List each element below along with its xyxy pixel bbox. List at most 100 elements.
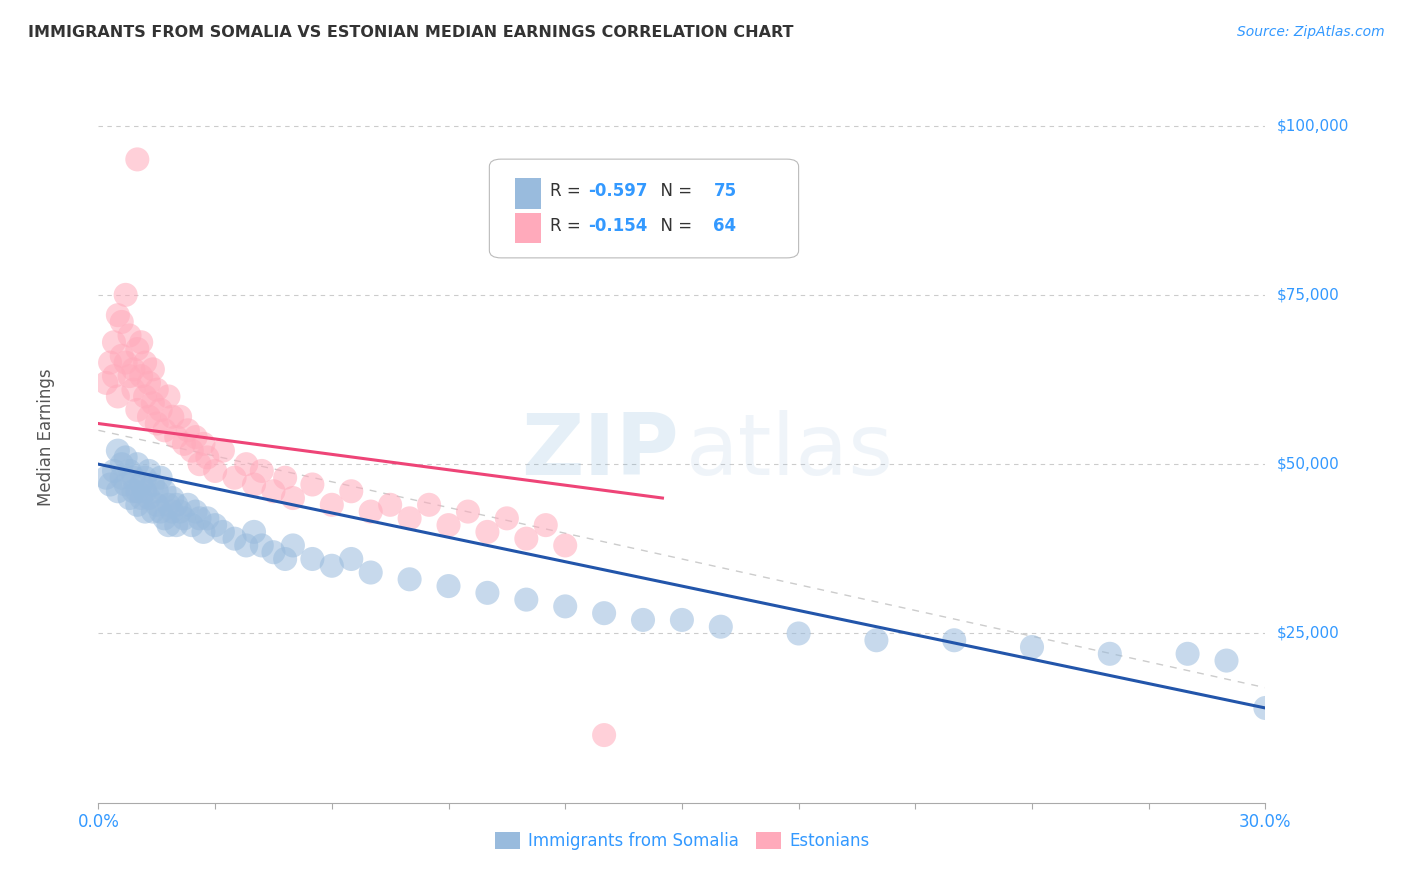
Point (134, 389, 156, 403)
Point (111, 471, 134, 485)
Point (157, 498, 180, 512)
Point (114, 477, 136, 491)
Point (212, 443, 235, 458)
Point (671, 613, 693, 627)
Text: $25,000: $25,000 (1277, 626, 1340, 641)
Point (340, 552, 363, 566)
Point (127, 153, 149, 167)
Text: R =: R = (550, 218, 586, 235)
Point (177, 423, 200, 437)
Point (149, 471, 172, 485)
Point (340, 484, 363, 499)
Point (142, 505, 165, 519)
Point (165, 430, 187, 444)
Point (301, 477, 323, 491)
Point (129, 369, 152, 384)
Point (146, 484, 169, 499)
Point (127, 403, 149, 417)
Point (138, 376, 160, 390)
Point (162, 409, 184, 424)
Point (142, 396, 165, 410)
Text: $100,000: $100,000 (1277, 118, 1348, 133)
Point (554, 599, 576, 614)
Point (593, 606, 616, 620)
FancyBboxPatch shape (489, 159, 799, 258)
Point (274, 471, 297, 485)
Text: -0.154: -0.154 (589, 218, 648, 235)
Point (188, 511, 211, 525)
Text: 64: 64 (713, 218, 737, 235)
Legend: Immigrants from Somalia, Estonians: Immigrants from Somalia, Estonians (488, 825, 876, 856)
Point (134, 471, 156, 485)
Point (250, 464, 273, 478)
Point (134, 484, 156, 499)
Point (118, 328, 141, 343)
Point (710, 620, 733, 634)
Point (107, 389, 129, 403)
Point (224, 532, 246, 546)
Point (177, 498, 200, 512)
Point (274, 552, 297, 566)
Point (129, 491, 152, 505)
Point (477, 524, 499, 539)
Point (184, 430, 207, 444)
Point (107, 484, 129, 499)
Point (114, 288, 136, 302)
Point (515, 592, 537, 607)
Point (437, 518, 460, 533)
Text: -0.597: -0.597 (589, 182, 648, 201)
Point (103, 335, 125, 350)
Point (943, 633, 966, 648)
Point (180, 443, 202, 458)
Point (1021, 640, 1043, 654)
Point (98, 477, 121, 491)
Point (235, 538, 257, 552)
Point (321, 498, 343, 512)
Point (146, 383, 169, 397)
Point (262, 545, 284, 559)
Point (235, 457, 257, 471)
Point (534, 518, 557, 533)
Point (157, 518, 180, 533)
Point (98, 355, 121, 369)
Point (118, 491, 141, 505)
Point (96, 471, 118, 485)
Point (173, 437, 195, 451)
Point (122, 471, 145, 485)
Point (360, 505, 382, 519)
Point (127, 457, 149, 471)
Point (118, 464, 141, 478)
Text: Median Earnings: Median Earnings (37, 368, 55, 506)
Point (380, 498, 402, 512)
Point (146, 498, 169, 512)
Point (111, 349, 134, 363)
Point (134, 355, 156, 369)
Point (1098, 647, 1121, 661)
Point (1215, 654, 1237, 668)
Text: N =: N = (651, 182, 697, 201)
Point (243, 477, 266, 491)
Point (127, 342, 149, 356)
Point (138, 464, 160, 478)
Text: R =: R = (550, 182, 586, 201)
Point (162, 505, 184, 519)
Point (129, 335, 152, 350)
Point (114, 355, 136, 369)
Point (129, 477, 152, 491)
Point (224, 471, 246, 485)
Point (103, 369, 125, 384)
Point (262, 484, 284, 499)
Point (188, 457, 211, 471)
Point (127, 484, 149, 499)
Point (321, 558, 343, 573)
Point (138, 491, 160, 505)
Bar (515, 178, 541, 209)
Point (134, 505, 156, 519)
Text: Source: ZipAtlas.com: Source: ZipAtlas.com (1237, 25, 1385, 39)
Point (418, 498, 440, 512)
Point (593, 728, 616, 742)
Point (1254, 701, 1277, 715)
Point (107, 443, 129, 458)
Text: atlas: atlas (685, 410, 893, 493)
Text: 75: 75 (713, 182, 737, 201)
